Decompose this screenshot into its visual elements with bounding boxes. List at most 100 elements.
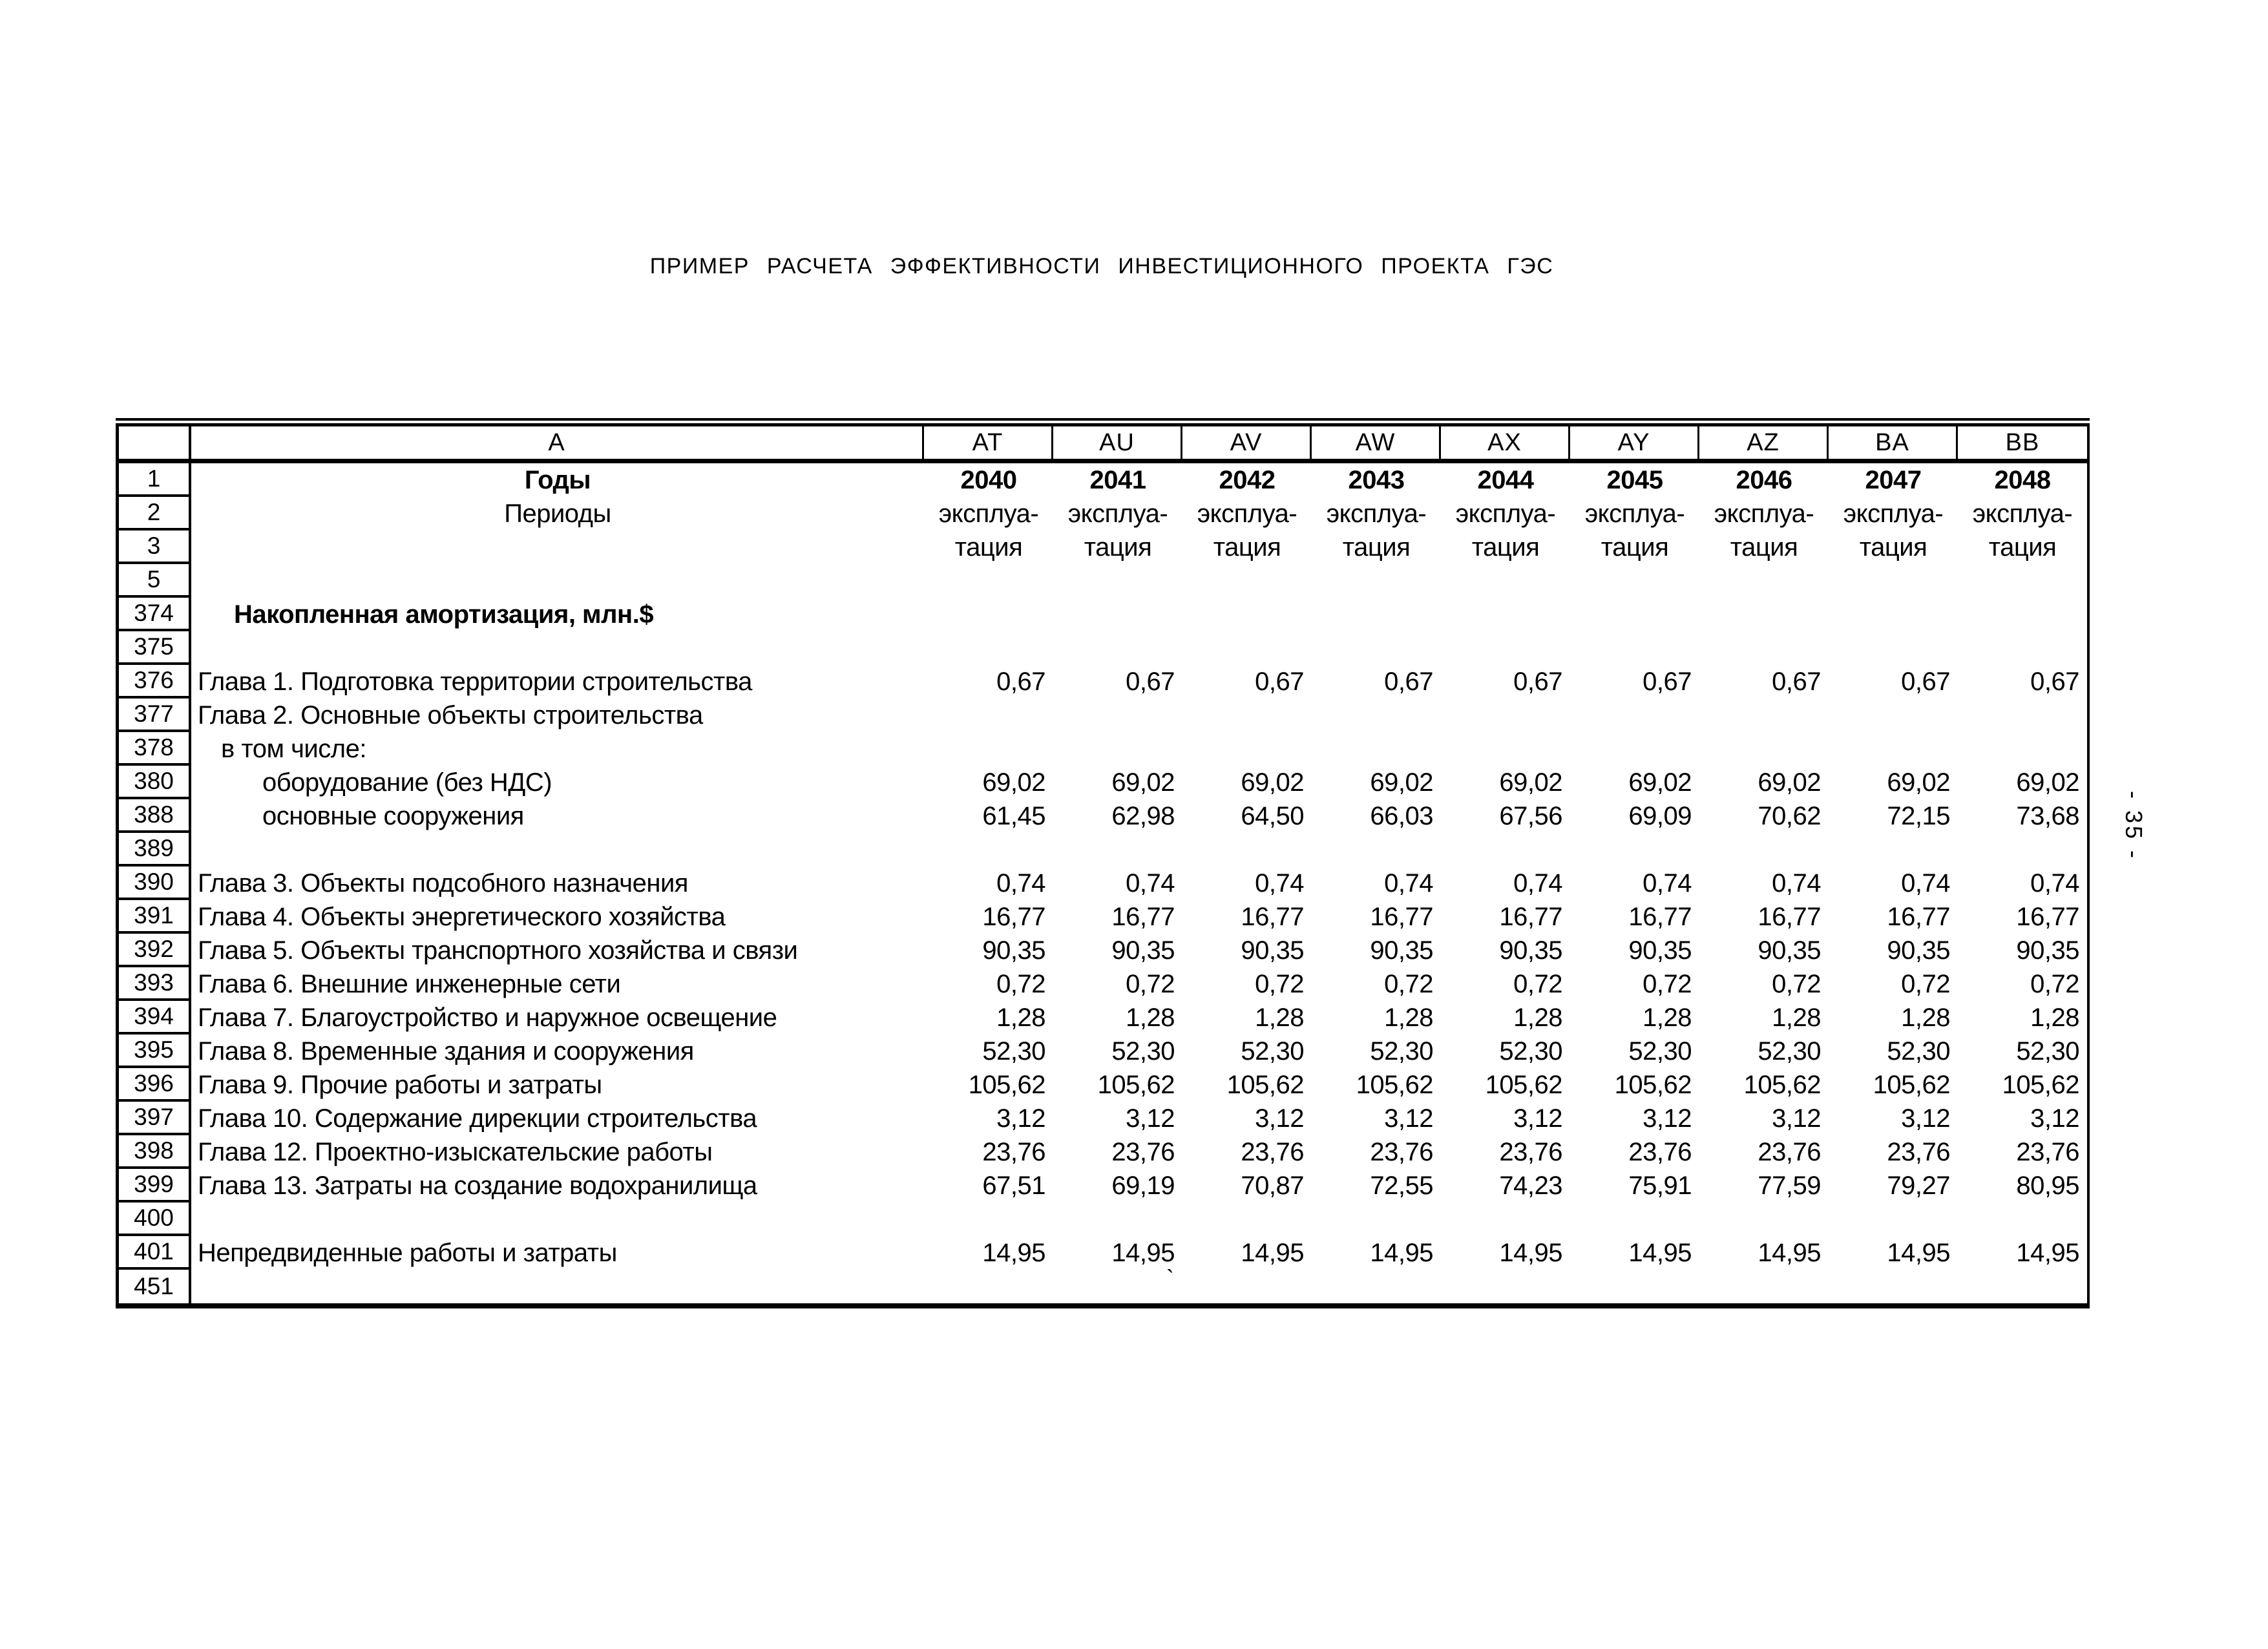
data-cell-AT-3: тация [954,532,1023,562]
data-cell-BB-396: 105,62 [2002,1070,2080,1099]
table-row-391: 391 Глава 4. Объекты энергетического хозя… [119,900,2087,934]
data-cell-BA-375 [1829,631,1958,665]
data-cell-AZ-393: 0,72 [1772,969,1821,998]
row-number-cell-391: 391 [119,900,191,934]
data-cell-BA-400 [1829,1203,1958,1236]
data-cell-AX-1: 2044 [1477,465,1534,494]
data-cell-AZ-2: эксплуа- [1714,499,1814,528]
data-cell-AU-389 [1053,833,1182,867]
table-row-389: 389 [119,833,2087,867]
data-cell-AY-397: 3,12 [1643,1104,1692,1133]
data-cell-AY-389 [1570,833,1699,867]
data-cell-BA-392: 90,35 [1887,936,1950,965]
data-cell-AZ-401: 14,95 [1758,1238,1821,1267]
data-cell-AX-3: тация [1471,532,1540,562]
data-cell-AW-1: 2043 [1348,465,1405,494]
row-number-cell-378: 378 [119,732,191,766]
row-label-cell: Глава 8. Временные здания и сооружения [198,1036,694,1066]
data-cell-AZ-375 [1699,631,1829,665]
data-cell-AX-377 [1441,698,1570,732]
table-body: 1 Годы 2040 2041 2042 2043 2044 2045 2046 2047 204… [119,463,2087,1303]
row-label-cell [191,833,924,867]
data-cell-AT-400 [924,1203,1053,1236]
data-cell-BB-397: 3,12 [2030,1104,2079,1133]
data-cell-AZ-380: 69,02 [1758,768,1821,797]
data-cell-AZ-376: 0,67 [1772,667,1821,696]
data-cell-AX-2: эксплуа- [1455,499,1556,528]
data-cell-BB-1: 2048 [1994,465,2051,494]
data-cell-BB-398: 23,76 [2016,1137,2079,1166]
data-cell-AX-374 [1441,598,1570,631]
row-label-cell: в том числе: [221,734,366,763]
data-cell-AV-398: 23,76 [1241,1137,1304,1166]
row-label-cell: Глава 10. Содержание дирекции строительс… [198,1104,757,1133]
data-cell-AY-388: 69,09 [1628,801,1692,830]
data-cell-AW-377 [1312,698,1441,732]
data-cell-BA-5 [1829,564,1958,598]
data-cell-AU-396: 105,62 [1097,1070,1175,1099]
data-cell-AZ-392: 90,35 [1758,936,1821,965]
data-cell-AW-2: эксплуа- [1326,499,1427,528]
data-cell-AZ-397: 3,12 [1772,1104,1821,1133]
data-cell-AU-392: 90,35 [1111,936,1175,965]
data-cell-BB-392: 90,35 [2016,936,2079,965]
data-cell-BB-374 [1958,598,2087,631]
data-cell-AV-1: 2042 [1219,465,1276,494]
column-header-BB: BB [2005,428,2040,456]
data-cell-AW-399: 72,55 [1370,1171,1433,1200]
data-cell-AW-396: 105,62 [1356,1070,1434,1099]
data-cell-AV-380: 69,02 [1241,768,1304,797]
data-cell-AW-378 [1312,732,1441,766]
data-cell-AW-451 [1312,1270,1441,1303]
data-cell-BA-401: 14,95 [1887,1238,1950,1267]
data-cell-AU-390: 0,74 [1126,868,1175,898]
row-number-cell-396: 396 [119,1068,191,1102]
row-label-cell: Глава 4. Объекты энергетического хозяйст… [198,902,726,931]
data-cell-AZ-1: 2046 [1736,465,1792,494]
stray-mark: ` [1166,1265,1174,1292]
data-cell-AX-400 [1441,1203,1570,1236]
data-cell-BB-451 [1958,1270,2087,1303]
table-row-395: 395 Глава 8. Временные здания и сооружени… [119,1035,2087,1068]
spreadsheet-table: A AT AU AV AW AX AY AZ BA BB 1 Годы 2040 2041 2042 204… [116,418,2090,1308]
data-cell-AW-393: 0,72 [1384,969,1433,998]
row-number-cell-390: 390 [119,867,191,900]
data-cell-AW-375 [1312,631,1441,665]
data-cell-AX-376: 0,67 [1513,667,1562,696]
data-cell-AU-391: 16,77 [1111,902,1175,931]
column-header-AV: AV [1182,426,1312,459]
data-cell-BA-394: 1,28 [1901,1003,1950,1032]
data-cell-BB-2: эксплуа- [1972,499,2073,528]
row-label-cell: Глава 12. Проектно-изыскательские работы [198,1137,713,1166]
table-row-376: 376 Глава 1. Подготовка территории строит… [119,665,2087,698]
table-row-396: 396 Глава 9. Прочие работы и затраты 105,6… [119,1068,2087,1102]
row-label-cell [191,1270,924,1303]
row-number-cell-401: 401 [119,1236,191,1270]
data-cell-AZ-400 [1699,1203,1829,1236]
data-cell-AX-401: 14,95 [1499,1238,1562,1267]
table-row-374: 374 Накопленная амортизация, млн.$ [119,598,2087,631]
data-cell-AW-400 [1312,1203,1441,1236]
data-cell-AX-5 [1441,564,1570,598]
data-cell-AU-1: 2041 [1089,465,1146,494]
row-label-cell: Глава 13. Затраты на создание водохранил… [198,1171,757,1200]
data-cell-AW-389 [1312,833,1441,867]
table-row-377: 377 Глава 2. Основные объекты строительст… [119,698,2087,732]
table-row-2: 2 Периоды эксплуа-эксплуа-эксплуа-эксплуа-… [119,497,2087,530]
data-cell-AZ-389 [1699,833,1829,867]
data-cell-AX-399: 74,23 [1499,1171,1562,1200]
data-cell-AY-400 [1570,1203,1699,1236]
data-cell-AW-390: 0,74 [1384,868,1433,898]
data-cell-AT-401: 14,95 [982,1238,1045,1267]
data-cell-BA-397: 3,12 [1901,1104,1950,1133]
column-header-AW: AW [1312,426,1441,459]
data-cell-AX-380: 69,02 [1499,768,1562,797]
page-number-vertical: - 35 - [2118,769,2149,883]
data-cell-AY-392: 90,35 [1628,936,1692,965]
data-cell-AY-451 [1570,1270,1699,1303]
data-cell-AY-1: 2045 [1606,465,1663,494]
data-cell-AY-399: 75,91 [1628,1171,1692,1200]
data-cell-AU-398: 23,76 [1111,1137,1175,1166]
data-cell-AV-374 [1182,598,1312,631]
column-header-AY: AY [1570,426,1699,459]
